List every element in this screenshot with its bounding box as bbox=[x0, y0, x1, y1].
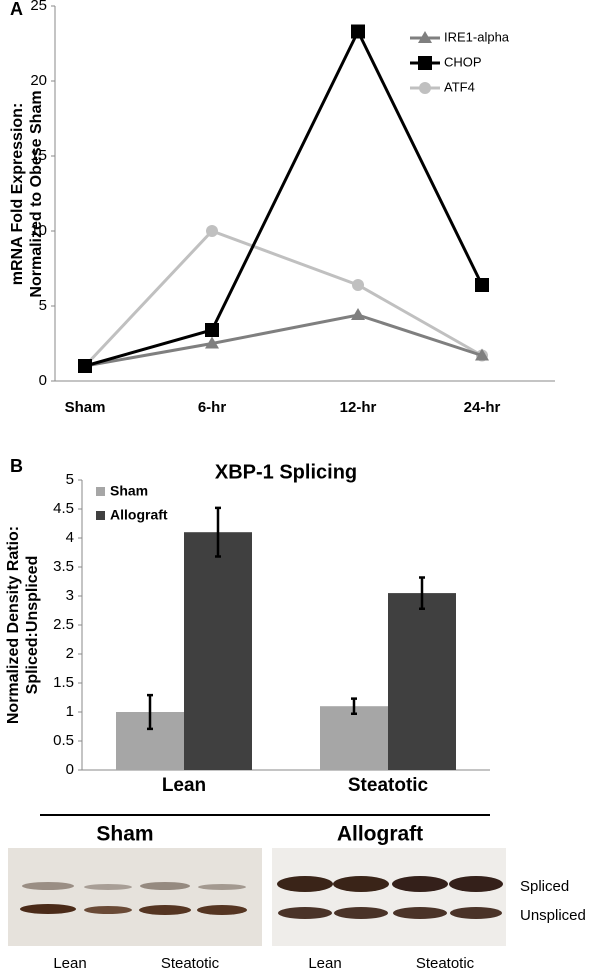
x-tick-label: 12-hr bbox=[340, 399, 377, 416]
blot-lane-label: Steatotic bbox=[416, 955, 475, 972]
legend-swatch bbox=[96, 487, 105, 496]
x-tick-label: 24-hr bbox=[464, 399, 501, 416]
y-tick-label: 15 bbox=[30, 147, 47, 164]
blot-band-label: Spliced bbox=[520, 878, 569, 895]
y-tick-label: 4.5 bbox=[53, 500, 74, 517]
y-tick-label: 2 bbox=[66, 645, 74, 662]
line bbox=[84, 28, 484, 368]
y-tick-label: 5 bbox=[66, 471, 74, 488]
error-bar bbox=[215, 506, 221, 558]
marker bbox=[418, 56, 432, 70]
line bbox=[83, 229, 483, 368]
y-tick-label: 5 bbox=[39, 297, 47, 314]
marker bbox=[352, 279, 364, 291]
legend-label: Sham bbox=[110, 483, 148, 499]
marker bbox=[351, 308, 365, 320]
panel-label: B bbox=[10, 456, 23, 476]
blot-image bbox=[272, 848, 506, 946]
y-axis-label: mRNA Fold Expression: bbox=[9, 103, 26, 286]
y-tick-label: 0 bbox=[39, 372, 47, 389]
panel-label: A bbox=[10, 0, 23, 19]
y-tick-label: 1.5 bbox=[53, 674, 74, 691]
y-axis-label: Spliced:Unspliced bbox=[24, 556, 41, 695]
bar bbox=[320, 706, 388, 770]
legend-label: CHOP bbox=[444, 54, 482, 69]
x-tick-label: Steatotic bbox=[348, 775, 429, 796]
y-tick-label: 0.5 bbox=[53, 732, 74, 749]
blot-band-label: Unspliced bbox=[520, 907, 586, 924]
blot-lane-label: Steatotic bbox=[161, 955, 220, 972]
blot-group: Allograft bbox=[337, 823, 423, 846]
marker bbox=[351, 24, 365, 39]
line bbox=[84, 313, 483, 368]
blot-lane-label: Lean bbox=[308, 955, 341, 972]
y-tick-label: 0 bbox=[66, 761, 74, 778]
chart-title: XBP-1 Splicing bbox=[215, 461, 357, 483]
blot-lane-label: Lean bbox=[53, 955, 86, 972]
legend-swatch bbox=[96, 511, 105, 520]
x-tick-label: 6-hr bbox=[198, 399, 227, 416]
error-bar bbox=[351, 697, 357, 715]
bar bbox=[184, 532, 252, 770]
legend-label: Allograft bbox=[110, 507, 168, 523]
marker bbox=[418, 31, 432, 43]
marker bbox=[206, 225, 218, 237]
marker bbox=[419, 82, 431, 94]
y-tick-label: 1 bbox=[66, 703, 74, 720]
y-axis-label: Normalized to Obese Sham bbox=[28, 90, 45, 297]
legend-label: IRE1-alpha bbox=[444, 29, 510, 44]
blot-bands bbox=[20, 876, 503, 919]
error-bar bbox=[147, 693, 153, 731]
y-tick-label: 20 bbox=[30, 72, 47, 89]
marker bbox=[205, 323, 219, 337]
y-tick-label: 3.5 bbox=[53, 558, 74, 575]
y-axis-label: Normalized Density Ratio: bbox=[5, 526, 22, 724]
y-tick-label: 3 bbox=[66, 587, 74, 604]
marker bbox=[78, 359, 92, 373]
legend-label: ATF4 bbox=[444, 79, 475, 94]
y-tick-label: 10 bbox=[30, 222, 47, 239]
y-tick-label: 25 bbox=[30, 0, 47, 14]
error-bar bbox=[419, 576, 425, 611]
bar bbox=[388, 593, 456, 770]
x-tick-label: Sham bbox=[65, 399, 106, 416]
x-tick-label: Lean bbox=[162, 775, 206, 796]
marker bbox=[475, 348, 489, 361]
marker bbox=[475, 278, 489, 292]
blot-image bbox=[8, 848, 262, 946]
marker bbox=[205, 336, 219, 349]
y-tick-label: 4 bbox=[66, 529, 74, 546]
blot-group: Sham bbox=[96, 823, 153, 846]
y-tick-label: 2.5 bbox=[53, 616, 74, 633]
